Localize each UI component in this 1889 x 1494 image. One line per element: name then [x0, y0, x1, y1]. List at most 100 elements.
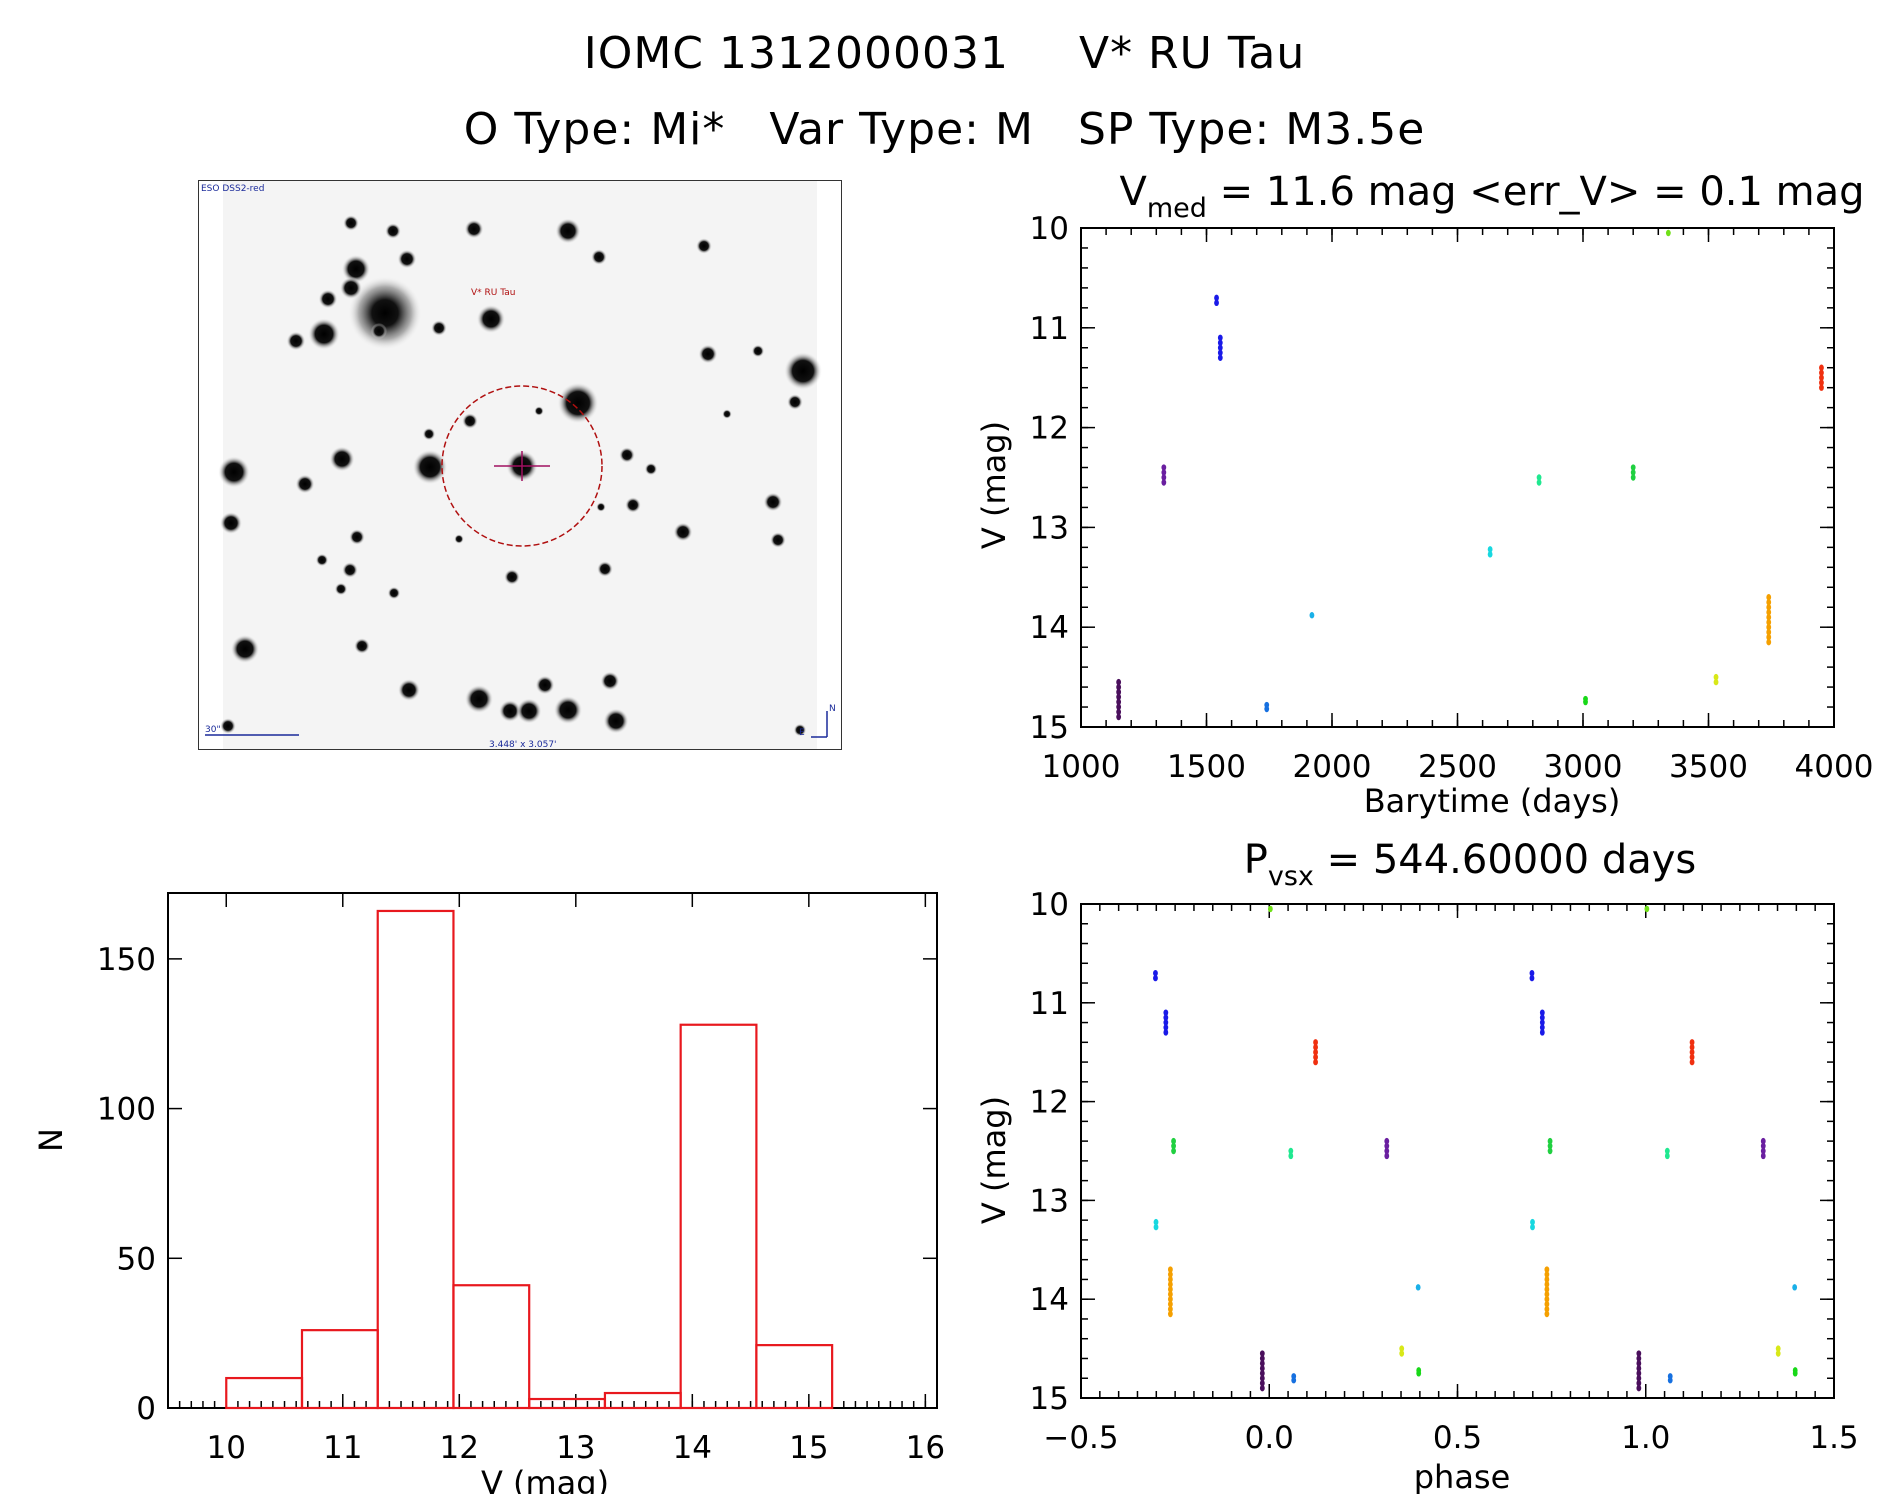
phase-curve-point: [1636, 1355, 1642, 1362]
sky-star: [696, 238, 712, 254]
phase-curve-point: [1167, 1271, 1173, 1278]
phase-curve-point: [1171, 1147, 1176, 1155]
phase-curve-title-subscript: vsx: [1268, 861, 1314, 892]
light-curve-point: [1116, 703, 1122, 711]
light-curve-point: [1214, 294, 1219, 302]
sky-star: [422, 427, 436, 441]
phase-curve-point: [1689, 1058, 1695, 1066]
phase-curve-point: [1291, 1377, 1297, 1384]
field-of-view-label: 3.448' x 3.057': [489, 740, 557, 749]
light-curve-point: [1713, 678, 1719, 686]
sky-star: [454, 534, 464, 544]
phase-curve-point: [1288, 1147, 1294, 1155]
phase-curve-xtick-label: 0.0: [1245, 1420, 1294, 1456]
light-curve-ytick-label: 11: [1030, 311, 1069, 347]
phase-curve-point: [1760, 1147, 1766, 1155]
histogram-xlabel: V (mag): [481, 1464, 609, 1494]
star-name: V* RU Tau: [1078, 28, 1306, 79]
phase-curve-point: [1259, 1379, 1265, 1387]
light-curve-panel: Vmed = 11.6 mag <err_V> = 0.1 mag Baryti…: [975, 169, 1873, 820]
phase-curve-title: Pvsx = 544.60000 days: [1244, 837, 1697, 892]
phase-curve-point: [1544, 1296, 1550, 1303]
compass-east-label: E: [799, 728, 805, 738]
phase-curve-point: [1544, 1276, 1550, 1283]
histogram-ylabel: N: [32, 1128, 70, 1152]
light-curve-point: [1161, 464, 1167, 471]
sky-star: [504, 569, 520, 585]
histogram-bar: [755, 1344, 834, 1410]
light-curve-point: [1264, 705, 1270, 713]
sky-star: [591, 249, 607, 265]
sky-star: [354, 638, 370, 654]
phase-curve-point: [1167, 1281, 1173, 1288]
phase-curve-point: [1792, 1284, 1798, 1291]
sky-star: [397, 678, 421, 702]
phase-curve-point: [1167, 1286, 1173, 1293]
phase-curve-title-rest: = 544.60000 days: [1314, 837, 1696, 883]
phase-curve-point: [1259, 1370, 1265, 1377]
phase-curve-xtick-label: −0.5: [1043, 1420, 1118, 1456]
light-curve-point: [1766, 614, 1772, 621]
sky-star: [596, 502, 606, 512]
light-curve-point: [1487, 551, 1493, 558]
histogram-bar: [300, 1329, 379, 1410]
light-curve-xtick-label: 2500: [1418, 749, 1497, 785]
phase-curve-point: [1153, 1218, 1159, 1226]
phase-curve-point: [1153, 969, 1158, 977]
phase-curve-frame: [1080, 903, 1835, 1399]
sky-star: [385, 223, 401, 239]
phase-curve-point: [1163, 1014, 1169, 1021]
phase-curve-point: [1259, 1350, 1265, 1357]
light-curve-xtick-label: 3000: [1544, 749, 1623, 785]
light-curve-point: [1766, 604, 1772, 611]
light-curve-point: [1217, 334, 1223, 341]
sky-star: [534, 406, 544, 416]
phase-curve-point: [1167, 1300, 1173, 1308]
phase-curve-point: [1636, 1379, 1642, 1387]
phase-curve-point: [1259, 1375, 1265, 1382]
light-curve-xtick-label: 1500: [1167, 749, 1246, 785]
phase-curve-point: [1644, 905, 1650, 913]
light-curve-point: [1630, 469, 1636, 476]
sky-star: [603, 708, 629, 734]
sky-finder-image: ESO DSS2-red V* RU Tau 30" 3.448' x 3.05…: [198, 180, 842, 750]
phase-curve-point: [1775, 1345, 1781, 1352]
histogram-xtick-label: 14: [673, 1430, 712, 1466]
sky-star: [462, 413, 478, 429]
light-curve-point: [1217, 339, 1223, 346]
light-curve-point: [1116, 713, 1122, 721]
figure-title-line-2: O Type: Mi* Var Type: M SP Type: M3.5e: [0, 104, 1889, 155]
figure-title-line-1: IOMC 1312000031 V* RU Tau: [0, 28, 1889, 79]
phase-curve-point: [1384, 1147, 1390, 1155]
light-curve-point: [1819, 384, 1824, 391]
light-curve-point: [1819, 379, 1824, 386]
sky-star: [498, 699, 522, 723]
light-curve-ytick-label: 14: [1030, 610, 1069, 646]
light-curve-point: [1217, 349, 1223, 356]
light-curve-point: [1536, 474, 1542, 481]
phase-curve-point: [1544, 1305, 1550, 1313]
sky-star: [431, 320, 447, 336]
sky-star: [334, 582, 348, 596]
light-curve-point: [1766, 624, 1772, 631]
light-curve-ytick-label: 12: [1030, 411, 1069, 447]
light-curve-point: [1766, 633, 1772, 641]
phase-curve-point: [1539, 1014, 1545, 1021]
histogram-bar: [679, 1023, 758, 1410]
sky-star: [397, 249, 417, 269]
phase-curve-point: [1689, 1044, 1695, 1051]
light-curve-point: [1161, 474, 1167, 481]
phase-curve-point: [1636, 1365, 1642, 1372]
phase-curve-point: [1667, 1377, 1673, 1384]
histogram-xtick-label: 16: [906, 1430, 945, 1466]
phase-curve-point: [1544, 1300, 1550, 1308]
light-curve-point: [1217, 354, 1223, 361]
sky-star: [555, 218, 581, 244]
sky-star: [318, 289, 338, 309]
sky-star: [516, 698, 542, 724]
phase-curve-point: [1163, 1009, 1169, 1016]
sky-star: [308, 318, 340, 350]
phase-curve-point: [1529, 974, 1535, 982]
phase-curve-point: [1163, 1024, 1169, 1031]
sky-star: [698, 344, 718, 364]
